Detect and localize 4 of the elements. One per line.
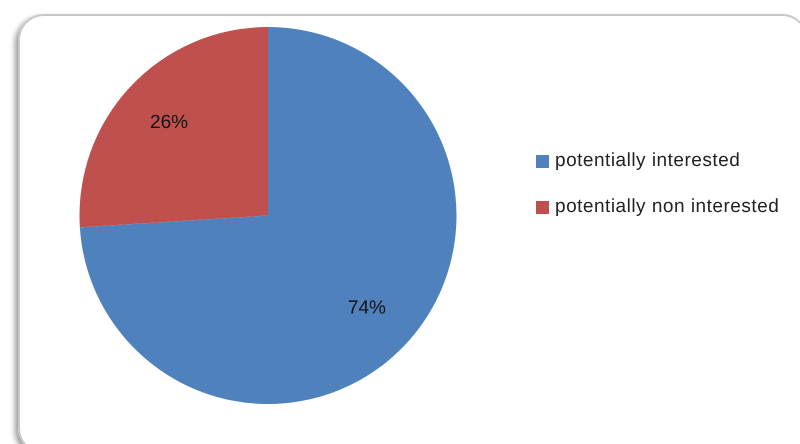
legend-label: potentially interested: [555, 150, 740, 172]
legend-label: potentially non interested: [555, 196, 780, 218]
data-label: 26%: [150, 112, 188, 133]
data-label: 74%: [348, 298, 386, 319]
